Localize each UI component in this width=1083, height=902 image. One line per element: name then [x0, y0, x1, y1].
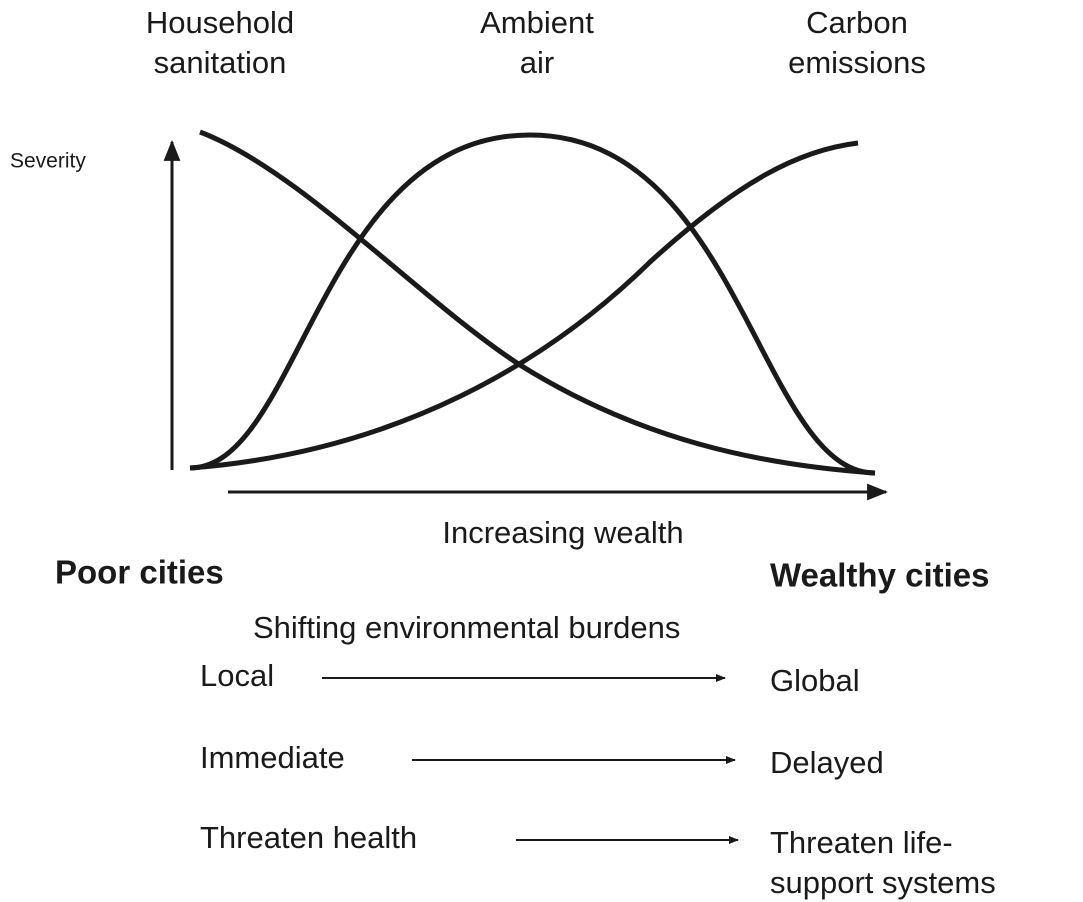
curve-label: Carbon	[806, 5, 908, 40]
curve-carbon	[189, 140, 859, 471]
left-label: Poor cities	[55, 554, 224, 591]
x-axis-label: Increasing wealth	[442, 515, 683, 550]
to-label: Global	[770, 663, 860, 698]
curve-label: Ambient	[480, 5, 594, 40]
burdens-title: Shifting environmental burdens	[253, 610, 680, 645]
to-label: support systems	[770, 865, 996, 900]
curve-ambient	[189, 132, 876, 476]
y-axis-label: Severity	[10, 150, 86, 173]
curve-label: sanitation	[154, 45, 287, 80]
to-label: Delayed	[770, 745, 884, 780]
curve-label: air	[520, 45, 554, 80]
from-label: Local	[200, 658, 274, 693]
from-label: Immediate	[200, 740, 345, 775]
curve-label: Household	[146, 5, 294, 40]
from-label: Threaten health	[200, 820, 417, 855]
curve-label: emissions	[788, 45, 926, 80]
curve-household	[199, 129, 876, 476]
right-label: Wealthy cities	[770, 557, 989, 594]
to-label: Threaten life-	[770, 825, 953, 860]
